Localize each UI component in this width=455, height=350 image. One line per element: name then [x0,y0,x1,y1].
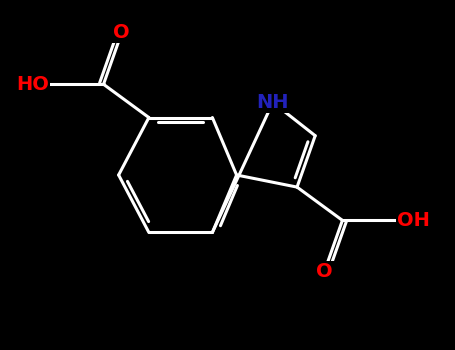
Text: OH: OH [397,211,430,230]
Text: O: O [113,23,130,42]
Text: HO: HO [16,75,49,94]
Text: O: O [316,262,333,281]
Text: NH: NH [257,93,289,112]
